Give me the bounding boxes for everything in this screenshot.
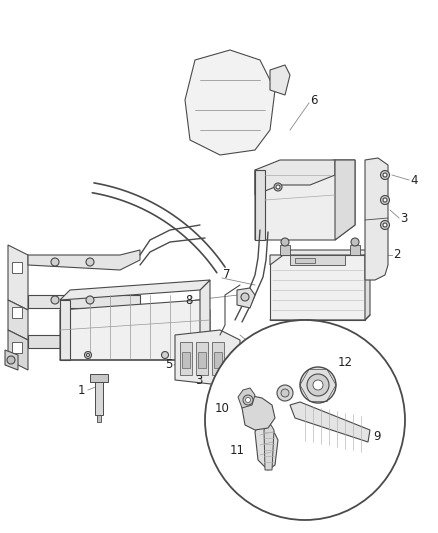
Polygon shape	[350, 245, 360, 255]
Polygon shape	[5, 350, 18, 370]
Circle shape	[313, 380, 323, 390]
Polygon shape	[8, 300, 28, 340]
Polygon shape	[238, 388, 255, 408]
Polygon shape	[255, 425, 278, 470]
Polygon shape	[8, 330, 28, 370]
Polygon shape	[335, 160, 355, 240]
Circle shape	[274, 183, 282, 191]
Circle shape	[51, 296, 59, 304]
Polygon shape	[12, 262, 22, 273]
Polygon shape	[180, 342, 192, 375]
Polygon shape	[97, 415, 101, 422]
Circle shape	[85, 351, 92, 359]
Text: 4: 4	[410, 174, 417, 187]
Polygon shape	[12, 307, 22, 318]
Polygon shape	[255, 160, 355, 240]
Circle shape	[383, 223, 387, 227]
Text: 2: 2	[393, 248, 400, 262]
Text: 3: 3	[195, 374, 202, 386]
Polygon shape	[264, 425, 274, 470]
Text: 5: 5	[165, 359, 173, 372]
Polygon shape	[175, 330, 240, 385]
Polygon shape	[270, 250, 370, 265]
Polygon shape	[270, 255, 365, 320]
Polygon shape	[365, 158, 388, 280]
Text: 3: 3	[400, 212, 407, 224]
Text: 12: 12	[338, 357, 353, 369]
Polygon shape	[290, 255, 345, 265]
Polygon shape	[255, 160, 335, 195]
Polygon shape	[270, 65, 290, 95]
Polygon shape	[214, 352, 222, 368]
Text: 9: 9	[373, 431, 381, 443]
Circle shape	[86, 353, 89, 357]
Text: 11: 11	[230, 443, 245, 456]
Circle shape	[351, 238, 359, 246]
Circle shape	[381, 196, 389, 205]
Text: 7: 7	[223, 269, 230, 281]
Polygon shape	[60, 280, 210, 300]
Circle shape	[86, 296, 94, 304]
Circle shape	[277, 385, 293, 401]
Text: 8: 8	[185, 294, 192, 306]
Circle shape	[246, 398, 251, 402]
Polygon shape	[28, 250, 140, 270]
Polygon shape	[182, 352, 190, 368]
Polygon shape	[242, 395, 275, 430]
Circle shape	[381, 221, 389, 230]
Polygon shape	[280, 245, 290, 255]
Polygon shape	[237, 288, 255, 308]
Polygon shape	[60, 300, 70, 360]
Circle shape	[281, 389, 289, 397]
Polygon shape	[200, 280, 210, 360]
Circle shape	[205, 320, 405, 520]
Circle shape	[381, 171, 389, 180]
Polygon shape	[198, 352, 206, 368]
Circle shape	[162, 351, 169, 359]
Polygon shape	[12, 342, 22, 353]
Polygon shape	[90, 374, 108, 382]
Circle shape	[281, 238, 289, 246]
Polygon shape	[295, 258, 315, 263]
Circle shape	[300, 367, 336, 403]
Polygon shape	[95, 380, 103, 415]
Polygon shape	[185, 50, 275, 155]
Circle shape	[383, 173, 387, 177]
Polygon shape	[196, 342, 208, 375]
Polygon shape	[212, 342, 224, 375]
Circle shape	[307, 374, 329, 396]
Polygon shape	[60, 300, 210, 360]
Circle shape	[276, 185, 280, 189]
Polygon shape	[28, 335, 140, 348]
Text: 10: 10	[215, 401, 230, 415]
Polygon shape	[290, 402, 370, 442]
Text: 6: 6	[310, 93, 318, 107]
Polygon shape	[365, 250, 370, 320]
Circle shape	[7, 356, 15, 364]
Polygon shape	[255, 170, 265, 240]
Circle shape	[86, 258, 94, 266]
Polygon shape	[28, 295, 140, 308]
Text: 1: 1	[78, 384, 85, 397]
Polygon shape	[8, 245, 28, 310]
Circle shape	[51, 258, 59, 266]
Circle shape	[383, 198, 387, 202]
Circle shape	[243, 395, 253, 405]
Circle shape	[241, 293, 249, 301]
